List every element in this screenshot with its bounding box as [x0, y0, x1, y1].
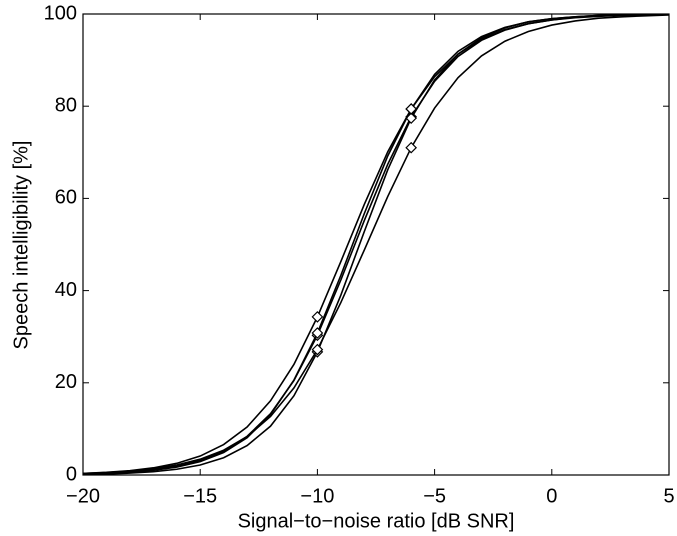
marker	[405, 103, 418, 115]
x-tick-label: −20	[66, 485, 100, 507]
marker	[405, 141, 418, 154]
y-tick-label: 40	[55, 279, 77, 301]
marker	[311, 343, 324, 356]
x-tick-label: −5	[423, 485, 446, 507]
x-tick-label: −10	[300, 485, 334, 507]
curve	[82, 13, 670, 475]
marker	[311, 327, 324, 339]
x-axis-label: Signal−to−noise ratio [dB SNR]	[238, 510, 515, 532]
y-tick-label: 20	[55, 371, 77, 393]
marker	[311, 311, 324, 323]
y-tick-label: 80	[55, 94, 77, 116]
curve	[82, 13, 669, 476]
y-axis-label: Speech intelligibility [%]	[10, 141, 32, 350]
curve	[82, 13, 669, 475]
x-tick-label: 5	[663, 485, 674, 507]
y-tick-label: 0	[66, 463, 77, 485]
plot-frame	[82, 13, 670, 476]
curve	[82, 13, 670, 475]
x-tick-label: 0	[546, 485, 557, 507]
y-tick-label: 100	[44, 2, 77, 24]
y-tick-label: 60	[55, 187, 77, 209]
x-tick-label: −15	[183, 485, 217, 507]
curve	[82, 14, 670, 475]
